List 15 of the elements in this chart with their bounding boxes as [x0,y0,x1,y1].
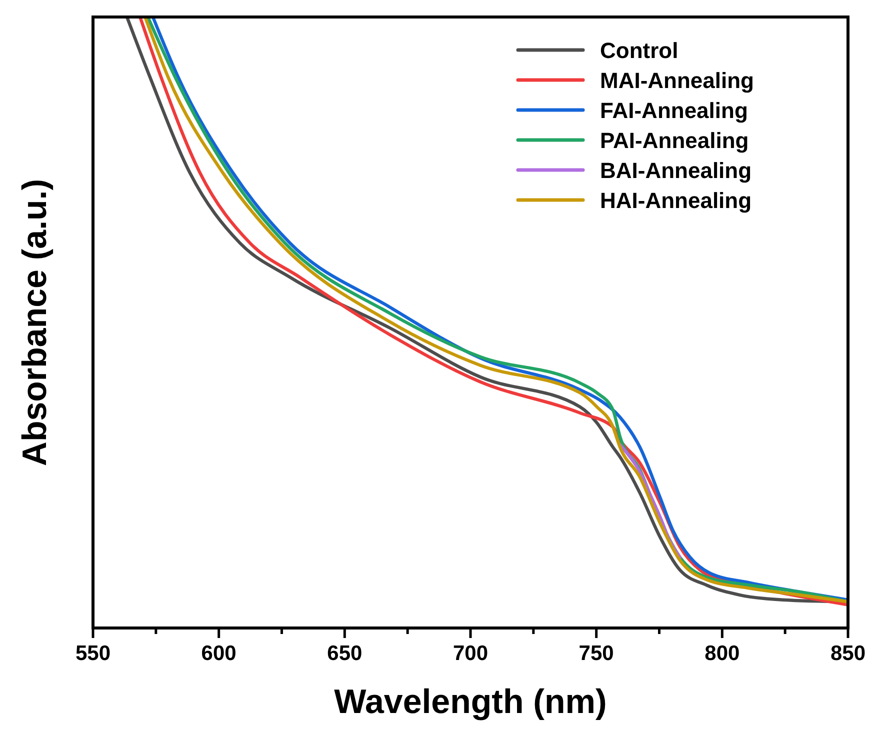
y-axis-title: Absorbance (a.u.) [16,178,54,466]
x-tick-label: 850 [830,642,866,665]
legend-label: PAI-Annealing [600,128,749,153]
legend-label: Control [600,38,678,63]
x-tick-label: 550 [75,642,111,665]
legend-label: HAI-Annealing [600,188,752,213]
legend-label: FAI-Annealing [600,98,748,123]
x-tick-label: 600 [201,642,236,665]
legend-label: BAI-Annealing [600,158,752,183]
x-axis-title: Wavelength (nm) [334,683,607,721]
x-tick-label: 700 [452,642,488,665]
x-tick-label: 650 [327,642,362,665]
x-tick-label: 800 [704,642,740,665]
x-tick-label: 750 [578,642,614,665]
legend-label: MAI-Annealing [600,68,754,93]
